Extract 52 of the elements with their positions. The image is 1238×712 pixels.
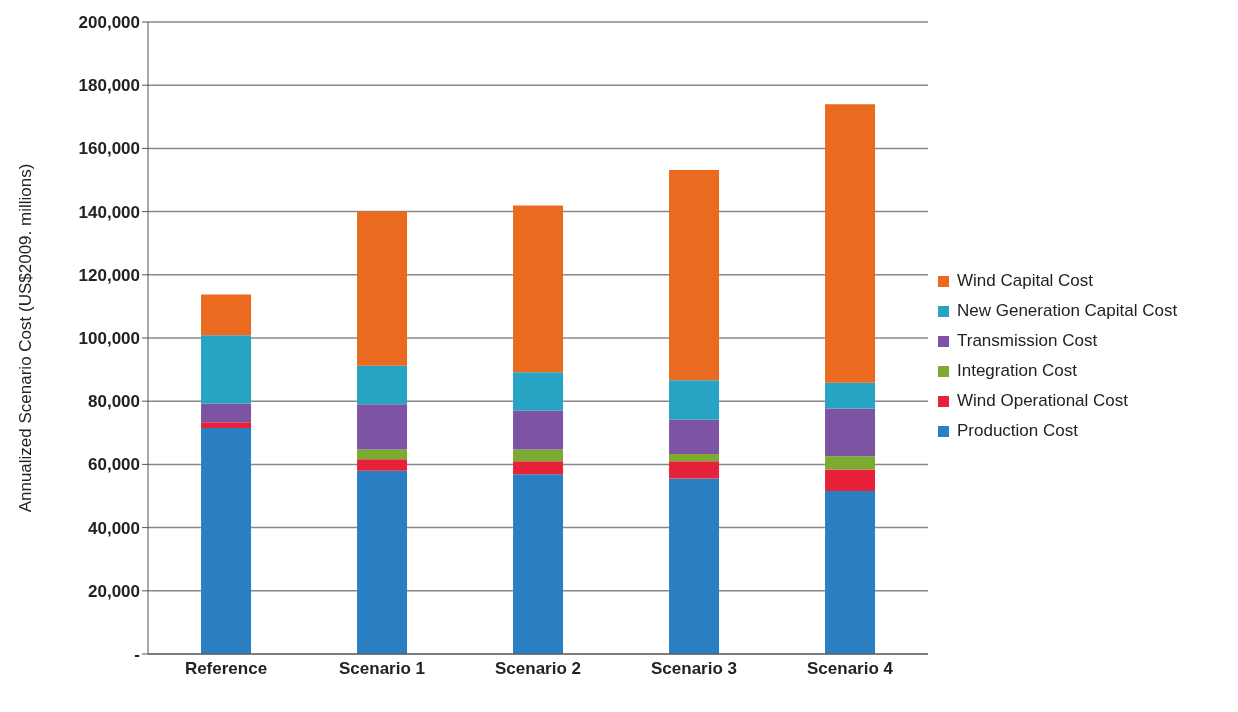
bar	[669, 478, 720, 654]
y-tick-label: 140,000	[78, 202, 140, 222]
y-tick-label: 200,000	[78, 13, 140, 33]
bar	[669, 419, 720, 454]
x-tick-label: Scenario 1	[339, 659, 425, 679]
bar	[513, 205, 564, 373]
y-tick-label: 20,000	[88, 581, 140, 601]
bar	[825, 469, 876, 491]
bar	[201, 422, 252, 429]
y-tick-label: 40,000	[88, 518, 140, 538]
legend-label: Wind Operational Cost	[957, 391, 1129, 411]
y-axis-title: Annualized Scenario Cost (US$2009. millions)	[16, 163, 36, 513]
x-tick-label: Scenario 2	[495, 659, 581, 679]
y-tick-label: 180,000	[78, 76, 140, 96]
legend-label: Transmission Cost	[957, 331, 1098, 351]
bar	[825, 456, 876, 470]
bar	[513, 461, 564, 475]
bar	[825, 408, 876, 457]
y-tick-label: 100,000	[78, 329, 140, 349]
bar	[825, 382, 876, 409]
bar	[669, 380, 720, 420]
bar	[513, 474, 564, 654]
y-tick-label: -	[134, 645, 140, 665]
legend-label: New Generation Capital Cost	[957, 301, 1178, 321]
bar	[669, 461, 720, 479]
x-tick-label: Reference	[184, 659, 268, 679]
y-tick-label: 80,000	[88, 392, 140, 412]
bar	[201, 428, 252, 654]
y-tick-label: 160,000	[78, 139, 140, 159]
bar	[513, 449, 564, 462]
bar	[357, 365, 408, 405]
bar	[201, 335, 252, 404]
y-tick-label: 120,000	[78, 265, 140, 285]
y-tick-label: 60,000	[88, 455, 140, 475]
bar	[669, 453, 720, 462]
bar	[357, 449, 408, 460]
bar	[513, 372, 564, 411]
bar	[357, 404, 408, 450]
legend-label: Production Cost	[957, 421, 1078, 441]
bar	[825, 490, 876, 654]
bar	[357, 211, 408, 366]
bar	[201, 294, 252, 336]
bar	[825, 104, 876, 383]
x-tick-label: Scenario 4	[807, 659, 894, 679]
bar	[669, 169, 720, 381]
bar	[513, 410, 564, 450]
legend-label: Wind Capital Cost	[957, 271, 1094, 291]
x-tick-label: Scenario 3	[651, 659, 737, 679]
bar	[357, 470, 408, 654]
bar	[201, 403, 252, 423]
legend-label: Integration Cost	[957, 361, 1078, 381]
bar	[357, 459, 408, 471]
